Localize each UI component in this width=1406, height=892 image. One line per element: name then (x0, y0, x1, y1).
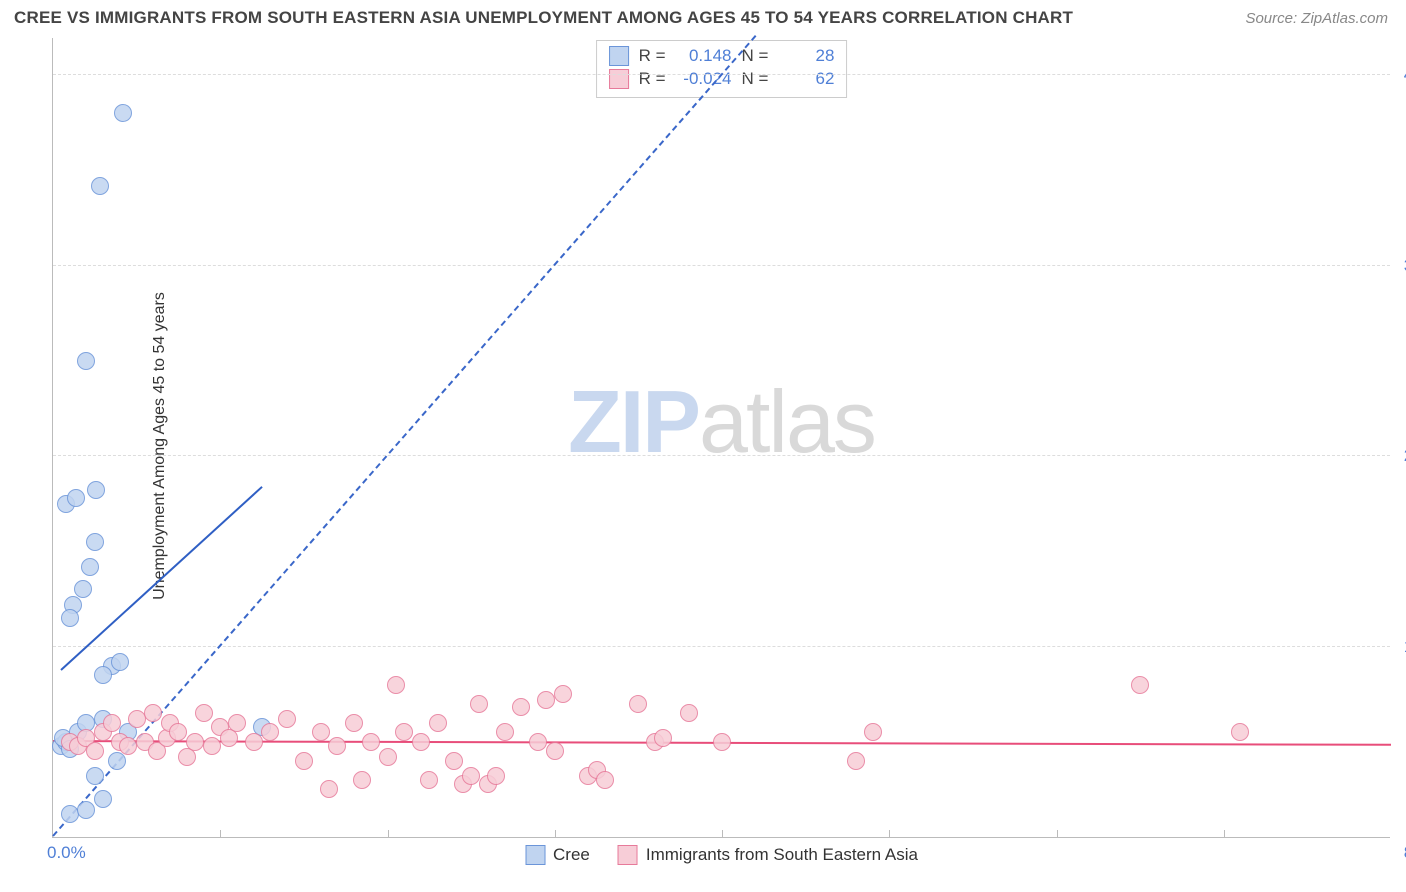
data-point-cree (77, 352, 95, 370)
data-point-cree (111, 653, 129, 671)
x-tick (388, 830, 389, 838)
data-point-immigrants (320, 780, 338, 798)
data-point-cree (67, 489, 85, 507)
x-tick (889, 830, 890, 838)
data-point-immigrants (295, 752, 313, 770)
x-tick (1224, 830, 1225, 838)
data-point-immigrants (445, 752, 463, 770)
data-point-immigrants (680, 704, 698, 722)
stats-n-value-cree: 28 (778, 45, 834, 68)
legend-item-immigrants: Immigrants from South Eastern Asia (618, 845, 918, 865)
data-point-immigrants (379, 748, 397, 766)
data-point-immigrants (629, 695, 647, 713)
data-point-cree (91, 177, 109, 195)
data-point-immigrants (546, 742, 564, 760)
data-point-immigrants (86, 742, 104, 760)
data-point-immigrants (228, 714, 246, 732)
data-point-immigrants (1231, 723, 1249, 741)
correlation-stats-box: R = 0.148 N = 28 R = -0.024 N = 62 (596, 40, 848, 98)
data-point-immigrants (713, 733, 731, 751)
legend-item-cree: Cree (525, 845, 590, 865)
stats-r-value-cree: 0.148 (676, 45, 732, 68)
data-point-cree (114, 104, 132, 122)
x-tick-label: 0.0% (47, 843, 86, 863)
legend-swatch-immigrants (618, 845, 638, 865)
swatch-cree (609, 46, 629, 66)
data-point-immigrants (169, 723, 187, 741)
gridline-h (53, 646, 1390, 647)
data-point-immigrants (496, 723, 514, 741)
scatter-plot-area: ZIPatlas R = 0.148 N = 28 R = -0.024 N =… (52, 38, 1390, 838)
data-point-immigrants (420, 771, 438, 789)
data-point-immigrants (203, 737, 221, 755)
data-point-immigrants (261, 723, 279, 741)
data-point-immigrants (119, 737, 137, 755)
x-tick (220, 830, 221, 838)
data-point-cree (86, 533, 104, 551)
data-point-immigrants (395, 723, 413, 741)
data-point-cree (81, 558, 99, 576)
stats-r-label: R = (639, 68, 666, 91)
data-point-immigrants (353, 771, 371, 789)
x-tick (555, 830, 556, 838)
data-point-immigrants (529, 733, 547, 751)
data-point-immigrants (312, 723, 330, 741)
data-point-immigrants (512, 698, 530, 716)
data-point-immigrants (412, 733, 430, 751)
stats-row-cree: R = 0.148 N = 28 (609, 45, 835, 68)
legend-label-cree: Cree (553, 845, 590, 865)
source-citation: Source: ZipAtlas.com (1245, 10, 1388, 27)
data-point-immigrants (144, 704, 162, 722)
data-point-immigrants (487, 767, 505, 785)
data-point-immigrants (429, 714, 447, 732)
data-point-immigrants (345, 714, 363, 732)
stats-r-label: R = (639, 45, 666, 68)
legend-label-immigrants: Immigrants from South Eastern Asia (646, 845, 918, 865)
x-tick (1057, 830, 1058, 838)
stats-n-value-immigrants: 62 (778, 68, 834, 91)
data-point-cree (61, 609, 79, 627)
data-point-immigrants (245, 733, 263, 751)
swatch-immigrants (609, 69, 629, 89)
data-point-cree (94, 666, 112, 684)
data-point-immigrants (470, 695, 488, 713)
data-point-immigrants (462, 767, 480, 785)
stats-n-label: N = (742, 68, 769, 91)
data-point-cree (86, 767, 104, 785)
legend-swatch-cree (525, 845, 545, 865)
data-point-cree (74, 580, 92, 598)
data-point-cree (77, 801, 95, 819)
data-point-immigrants (362, 733, 380, 751)
data-point-immigrants (1131, 676, 1149, 694)
data-point-immigrants (128, 710, 146, 728)
data-point-immigrants (537, 691, 555, 709)
data-point-immigrants (654, 729, 672, 747)
gridline-h (53, 455, 1390, 456)
x-tick (722, 830, 723, 838)
chart-title: CREE VS IMMIGRANTS FROM SOUTH EASTERN AS… (14, 8, 1073, 28)
data-point-cree (87, 481, 105, 499)
data-point-cree (94, 790, 112, 808)
data-point-immigrants (596, 771, 614, 789)
data-point-cree (108, 752, 126, 770)
data-point-immigrants (195, 704, 213, 722)
data-point-immigrants (864, 723, 882, 741)
data-point-immigrants (103, 714, 121, 732)
gridline-h (53, 265, 1390, 266)
data-point-immigrants (847, 752, 865, 770)
data-point-immigrants (186, 733, 204, 751)
data-point-immigrants (278, 710, 296, 728)
data-point-immigrants (328, 737, 346, 755)
regression-line-cree (61, 487, 263, 671)
data-point-immigrants (554, 685, 572, 703)
data-point-cree (61, 805, 79, 823)
bottom-legend: Cree Immigrants from South Eastern Asia (525, 845, 918, 865)
watermark: ZIPatlas (568, 371, 875, 473)
data-point-immigrants (387, 676, 405, 694)
